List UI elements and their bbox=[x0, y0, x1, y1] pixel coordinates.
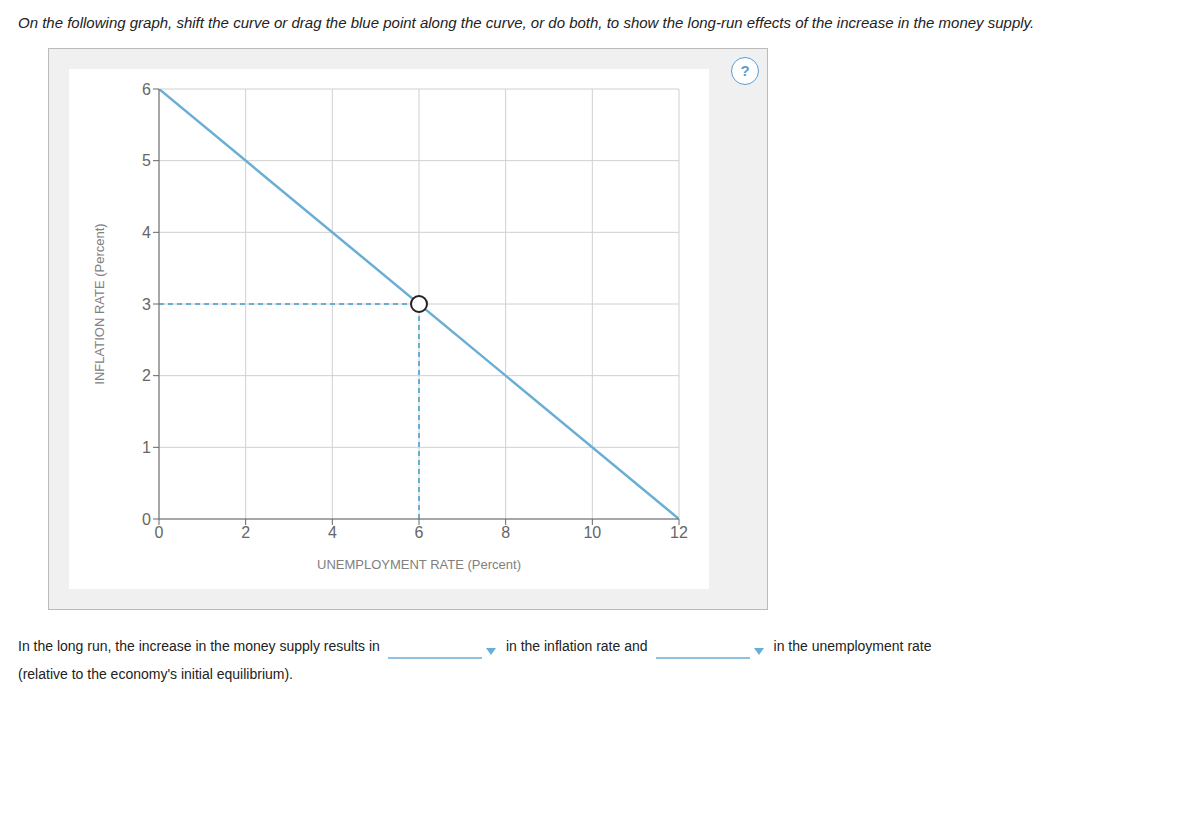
svg-text:3: 3 bbox=[142, 296, 151, 313]
svg-text:UNEMPLOYMENT RATE (Percent): UNEMPLOYMENT RATE (Percent) bbox=[317, 557, 521, 572]
svg-text:8: 8 bbox=[501, 524, 510, 541]
svg-text:2: 2 bbox=[241, 524, 250, 541]
svg-text:0: 0 bbox=[142, 511, 151, 528]
svg-text:2: 2 bbox=[142, 367, 151, 384]
html-text:On the following graph, shift: On the following graph, shift the curve … bbox=[18, 14, 1035, 31]
svg-text:5: 5 bbox=[142, 152, 151, 169]
svg-text:4: 4 bbox=[142, 224, 151, 241]
html-text:in the inflation rate and: in the inflation rate and bbox=[505, 638, 648, 654]
svg-text:6: 6 bbox=[415, 524, 424, 541]
html-text:in the unemployment rate: in the unemployment rate bbox=[773, 638, 932, 654]
svg-text:4: 4 bbox=[328, 524, 337, 541]
svg-text:6: 6 bbox=[142, 81, 151, 98]
html-text:(relative to the economy's ini: (relative to the economy's initial equil… bbox=[18, 666, 293, 682]
svg-text:INFLATION RATE (Percent): INFLATION RATE (Percent) bbox=[92, 223, 107, 384]
svg-text:0: 0 bbox=[155, 524, 164, 541]
svg-text:1: 1 bbox=[142, 439, 151, 456]
html-text:In the long run, the increase: In the long run, the increase in the mon… bbox=[18, 638, 380, 654]
svg-text:12: 12 bbox=[670, 524, 688, 541]
svg-text:10: 10 bbox=[583, 524, 601, 541]
